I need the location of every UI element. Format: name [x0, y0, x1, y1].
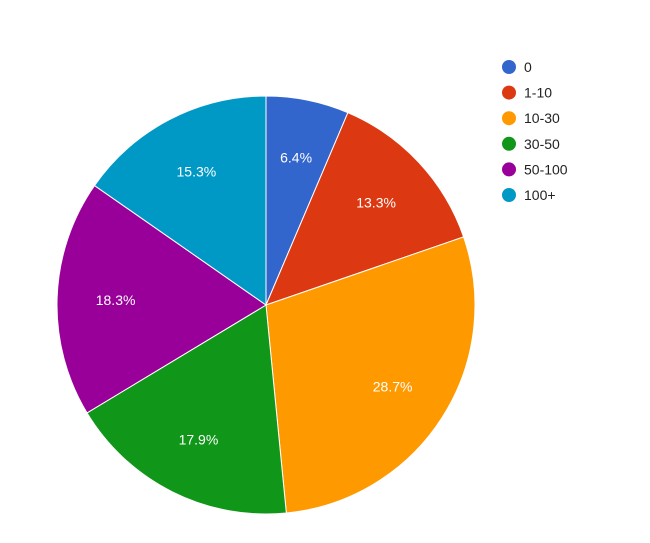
legend-label-1-10[interactable]: 1-10 — [524, 85, 552, 101]
legend-swatch-50-100 — [502, 162, 516, 177]
pie-slice-10-30[interactable] — [265, 236, 476, 514]
legend-label-100+[interactable]: 100+ — [524, 187, 556, 203]
slice-percent-label: 18.3% — [96, 292, 136, 308]
legend-label-10-30[interactable]: 10-30 — [524, 110, 560, 126]
legend-swatch-10-30 — [502, 111, 516, 126]
legend-swatch-30-50 — [502, 136, 516, 151]
slice-percent-label: 28.7% — [373, 378, 413, 394]
pie-slices — [56, 95, 476, 515]
pie-slice-100+[interactable] — [93, 95, 267, 306]
pie-slice-50-100[interactable] — [56, 184, 267, 414]
legend-swatch-0 — [502, 60, 516, 74]
slice-percent-label: 6.4% — [280, 150, 312, 166]
slice-percent-label: 13.3% — [356, 194, 396, 210]
pie-slice-labels: 6.4% 13.3% 28.7% 17.9% 18.3% 15.3% — [96, 150, 413, 448]
legend-swatch-100+ — [502, 188, 516, 202]
legend: 0 1-10 10-30 30-50 50-100 100+ — [502, 59, 568, 203]
slice-percent-label: 17.9% — [179, 431, 219, 447]
legend-label-0[interactable]: 0 — [524, 59, 532, 75]
pie-slice-30-50[interactable] — [86, 304, 287, 515]
slice-percent-label: 15.3% — [177, 164, 217, 180]
legend-swatch-1-10 — [502, 85, 516, 100]
legend-label-30-50[interactable]: 30-50 — [524, 136, 560, 152]
legend-label-50-100[interactable]: 50-100 — [524, 161, 568, 177]
pie-slice-1-10[interactable] — [265, 112, 465, 306]
